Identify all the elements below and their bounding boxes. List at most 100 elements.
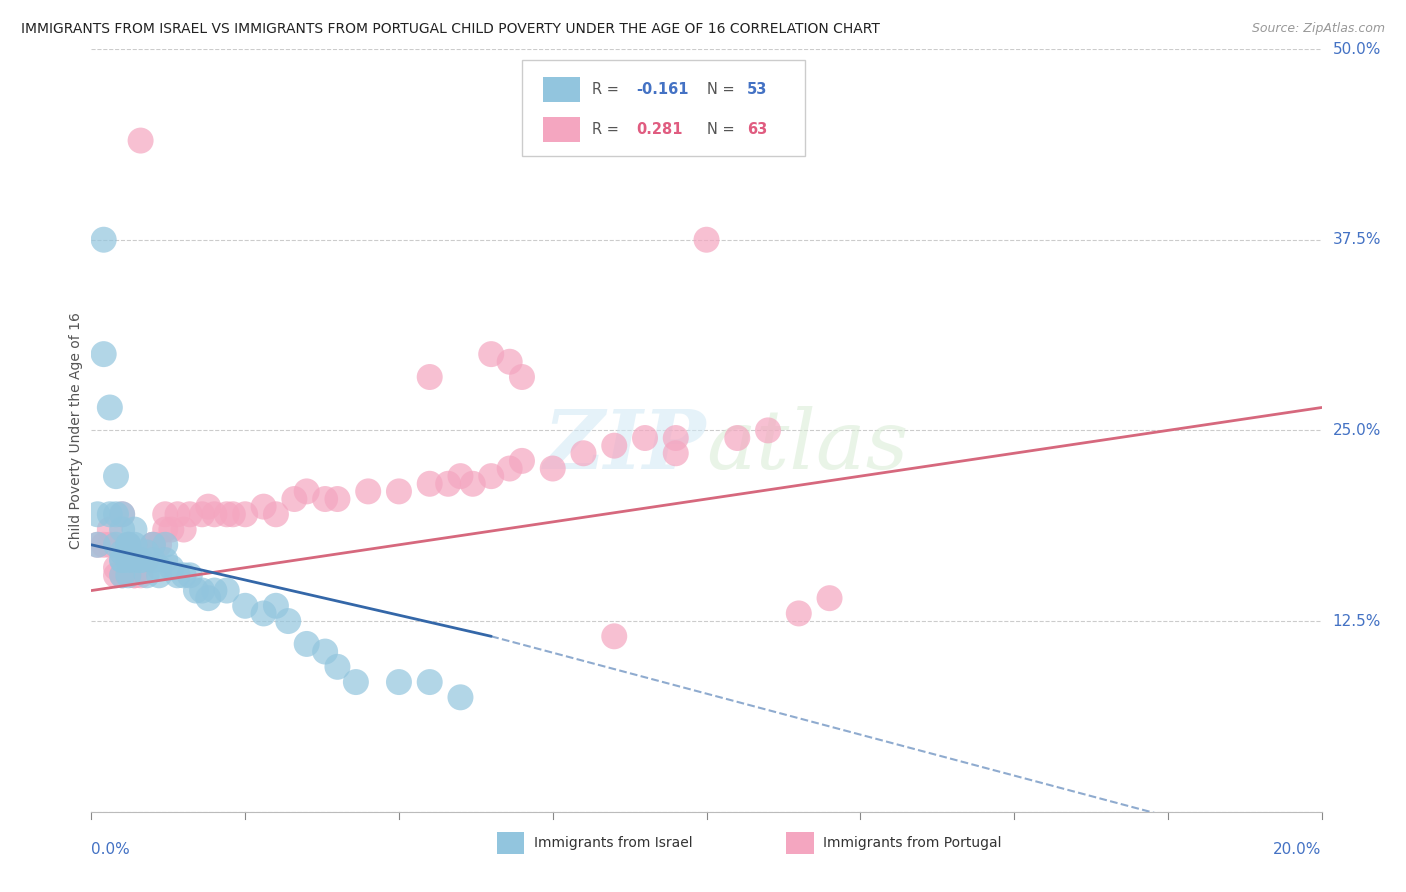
Point — [173, 568, 195, 582]
Point — [264, 599, 287, 613]
Point — [93, 233, 115, 247]
Point — [153, 553, 177, 567]
Point — [111, 553, 134, 567]
Point — [510, 370, 533, 384]
Point — [142, 538, 165, 552]
Point — [572, 446, 595, 460]
Point — [479, 347, 502, 361]
Point — [202, 508, 225, 522]
Point — [449, 469, 471, 483]
Point — [756, 424, 779, 438]
Point — [419, 675, 441, 690]
Point — [142, 538, 165, 552]
Point — [215, 583, 238, 598]
Point — [665, 446, 688, 460]
Point — [498, 355, 520, 369]
Point — [153, 538, 177, 552]
Point — [725, 431, 748, 445]
Point — [124, 568, 146, 582]
Point — [173, 523, 195, 537]
Point — [86, 508, 108, 522]
Text: Source: ZipAtlas.com: Source: ZipAtlas.com — [1251, 22, 1385, 36]
Point — [105, 568, 127, 582]
Point — [111, 553, 134, 567]
Point — [117, 538, 139, 552]
Point — [117, 568, 139, 582]
Point — [184, 583, 207, 598]
Bar — [543, 78, 579, 103]
Point — [111, 568, 134, 582]
Point — [191, 508, 214, 522]
Text: IMMIGRANTS FROM ISRAEL VS IMMIGRANTS FROM PORTUGAL CHILD POVERTY UNDER THE AGE O: IMMIGRANTS FROM ISRAEL VS IMMIGRANTS FRO… — [21, 22, 880, 37]
Point — [233, 508, 256, 522]
Point — [111, 508, 134, 522]
Point — [437, 476, 460, 491]
Point — [117, 538, 139, 552]
Point — [326, 491, 349, 506]
Text: N =: N = — [706, 121, 738, 136]
Point — [98, 508, 121, 522]
Point — [117, 545, 139, 559]
Point — [344, 675, 367, 690]
Point — [419, 370, 441, 384]
Point — [117, 553, 139, 567]
Text: 37.5%: 37.5% — [1333, 232, 1381, 247]
Point — [111, 523, 134, 537]
Point — [111, 545, 134, 559]
Point — [124, 538, 146, 552]
Point — [135, 545, 157, 559]
Text: 0.0%: 0.0% — [91, 842, 131, 857]
FancyBboxPatch shape — [522, 61, 804, 156]
Point — [124, 568, 146, 582]
Point — [142, 538, 165, 552]
Point — [222, 508, 245, 522]
Point — [277, 614, 299, 628]
Point — [253, 500, 276, 514]
Point — [197, 591, 219, 606]
Point — [283, 491, 305, 506]
Point — [479, 469, 502, 483]
Point — [449, 690, 471, 705]
Text: ZIP: ZIP — [544, 406, 706, 485]
Point — [634, 431, 657, 445]
Text: atlas: atlas — [706, 406, 908, 485]
Point — [295, 484, 318, 499]
Text: 25.0%: 25.0% — [1333, 423, 1381, 438]
Point — [148, 560, 170, 574]
Text: 50.0%: 50.0% — [1333, 42, 1381, 56]
Point — [461, 476, 484, 491]
Point — [153, 508, 177, 522]
Point — [166, 568, 188, 582]
Point — [129, 134, 152, 148]
Point — [179, 568, 201, 582]
Point — [129, 568, 152, 582]
Point — [98, 538, 121, 552]
Point — [253, 607, 276, 621]
Point — [98, 523, 121, 537]
Point — [160, 560, 183, 574]
Point — [419, 476, 441, 491]
Point — [314, 491, 336, 506]
Point — [111, 568, 134, 582]
Text: 0.281: 0.281 — [637, 121, 683, 136]
Point — [388, 484, 411, 499]
Point — [111, 545, 134, 559]
Point — [166, 508, 188, 522]
Point — [93, 538, 115, 552]
Point — [117, 553, 139, 567]
Text: 20.0%: 20.0% — [1274, 842, 1322, 857]
Bar — [498, 832, 524, 854]
Point — [86, 538, 108, 552]
Point — [665, 431, 688, 445]
Point — [787, 607, 810, 621]
Point — [603, 439, 626, 453]
Point — [129, 553, 152, 567]
Point — [357, 484, 380, 499]
Point — [541, 461, 564, 475]
Point — [326, 660, 349, 674]
Y-axis label: Child Poverty Under the Age of 16: Child Poverty Under the Age of 16 — [69, 312, 83, 549]
Point — [129, 553, 152, 567]
Text: R =: R = — [592, 121, 624, 136]
Text: -0.161: -0.161 — [637, 82, 689, 97]
Text: Immigrants from Portugal: Immigrants from Portugal — [824, 836, 1002, 850]
